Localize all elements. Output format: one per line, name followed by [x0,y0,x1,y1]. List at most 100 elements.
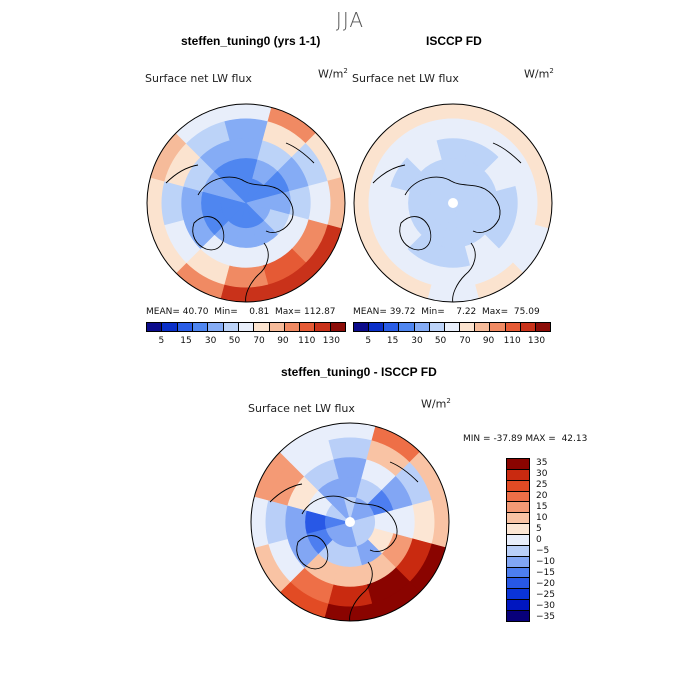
coastline-greenland [192,216,225,251]
panel3-min-value: -37.89 [493,434,523,444]
panel2-min-label: Min= [421,307,445,317]
pole-mask [448,198,458,208]
colorbar-swatch [369,323,385,331]
coastline-greenland [399,216,432,251]
panel2-mean-value: 39.72 [389,307,416,317]
grid-cell [223,118,269,142]
colorbar-swatch [208,323,224,331]
colorbar-tick-label: −20 [536,578,555,589]
panel2-units-base: W/m [524,67,550,81]
coastline-arctic-basin [301,495,398,552]
colorbar-tick-label: 50 [434,336,447,346]
colorbar-swatch [507,459,529,470]
colorbar-tick-label: 15 [386,336,399,346]
colorbar-tick-label: 90 [277,336,289,346]
colorbar-tick-label: 10 [536,513,548,524]
panel1-variable-label: Surface net LW flux [145,72,252,85]
grid-cell [218,104,274,123]
colorbar-tick-label: 35 [536,458,548,469]
grid-cell [368,180,392,226]
colorbar-swatch [505,323,521,331]
colorbar-tick-label: 25 [536,480,548,491]
colorbar-swatch [284,323,301,331]
grid-cell [327,437,373,461]
panel2-units-exp: 2 [549,67,554,75]
coastline-outline [269,461,419,621]
grid-cell [322,423,378,442]
panel1-min-value: 0.81 [249,307,270,317]
colorbar-tick-label: 130 [322,336,340,346]
colorbar-swatch [507,567,529,579]
colorbar-tick-label: 110 [298,336,316,346]
colorbar-swatch [192,323,209,331]
colorbar-swatch [315,323,331,331]
grid-cell [392,504,415,540]
colorbar-swatch [330,323,346,331]
colorbar-swatch [300,323,316,331]
pole-mask [345,517,355,527]
season-title: JJA [335,8,365,32]
colorbar-swatch [177,323,193,331]
coastline-scandinavia [349,561,373,621]
grid-cell [430,264,476,288]
grid-cell [327,583,373,607]
panel3-max-value: 42.13 [561,434,588,444]
colorbar-tick-label: −5 [536,545,550,556]
panel1-max-label: Max= [275,307,302,317]
colorbar-swatch [429,323,445,331]
colorbar-swatch [147,323,163,331]
map-border [353,103,553,303]
panel3-min-label: MIN = [463,434,491,444]
panel3-units-base: W/m [421,397,447,411]
colorbar-swatch [520,323,536,331]
panel3-max-label: MAX = [525,434,556,444]
colorbar-swatch [460,323,476,331]
colorbar-tick-label: −35 [536,611,555,622]
grid-cell [332,564,368,587]
grid-cell [326,175,345,231]
colorbar-swatch [507,556,529,568]
colorbar-tick-label: 70 [253,336,265,346]
grid-cell [533,175,552,231]
grid-cell [514,180,538,226]
colorbar-tick-label: 90 [482,336,495,346]
colorbar-swatch [507,545,529,557]
colorbar-tick-label: 70 [459,336,471,346]
coastline-greenland [296,535,329,570]
panel2-units: W/m2 [524,67,554,81]
colorbar-swatch [507,589,529,601]
grid-cell [435,245,471,268]
colorbar-tick-label: 30 [536,469,548,480]
coastline-north-america-asia [269,461,419,503]
coastline-scandinavia [245,242,269,302]
grid-cell [228,245,264,268]
colorbar-swatch [223,323,239,331]
panel1-colorbar [146,322,346,332]
colorbar-tick-label: 15 [180,336,192,346]
colorbar-swatch [507,513,529,525]
panel1-units-base: W/m [318,67,344,81]
colorbar-tick-label: −15 [536,567,555,578]
colorbar-swatch [507,480,529,492]
map-border [146,103,346,303]
panel1-units: W/m2 [318,67,348,81]
panel2-title: ISCCP FD [426,34,482,48]
colorbar-tick-label: 30 [411,336,423,346]
panel1-polar-map [146,103,346,303]
colorbar-tick-label: 130 [527,336,546,346]
grid-cell [161,180,185,226]
grid-cell [332,457,368,480]
panel2-colorbar-ticks: 5 15 30 50 70 90 110 130 [353,336,551,348]
coastline-arctic-basin [197,176,294,233]
panel1-mean-label: MEAN= [146,307,180,317]
panel3-colorbar [506,458,530,622]
colorbar-tick-label: 30 [204,336,217,346]
colorbar-tick-label: −25 [536,589,555,600]
panel1-colorbar-ticks: 5 15 30 50 70 90 110 130 [146,336,346,348]
colorbar-tick-label: 5 [158,336,165,346]
coastline-outline [165,142,315,302]
colorbar-swatch [507,469,529,481]
coastline-north-america-asia [165,142,315,184]
colorbar-swatch [507,491,529,503]
panel2-max-label: Max= [482,307,509,317]
